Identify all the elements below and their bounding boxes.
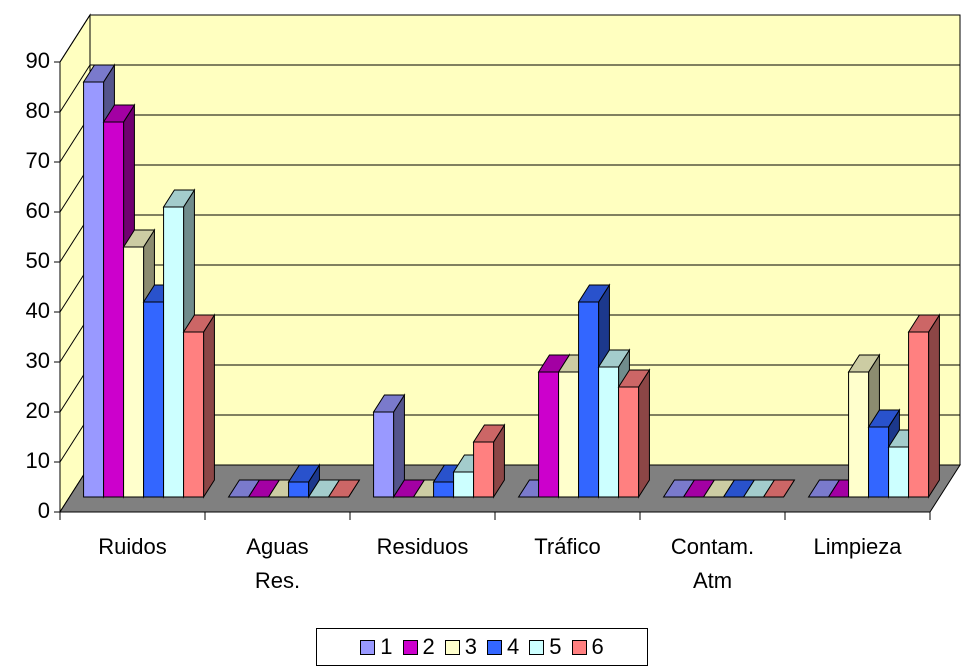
bar-side — [203, 313, 215, 499]
legend-swatch — [571, 639, 587, 655]
y-tick-label: 30 — [26, 348, 50, 373]
x-tick-label: Limpieza — [813, 534, 902, 559]
bar-top — [122, 229, 156, 248]
grid-line — [59, 64, 960, 113]
x-tick-label: Tráfico — [534, 534, 601, 559]
legend-item: 1 — [360, 634, 393, 660]
bar — [103, 121, 125, 498]
grid-line — [59, 14, 960, 63]
bar-top — [327, 479, 361, 498]
back-wall — [89, 14, 961, 466]
legend-item: 3 — [444, 634, 477, 660]
legend-item: 5 — [529, 634, 562, 660]
bar-top — [372, 394, 406, 413]
bar — [433, 481, 455, 498]
legend-label: 2 — [422, 634, 435, 659]
bar — [83, 81, 105, 498]
x-tick-label: Ruidos — [98, 534, 167, 559]
bar — [183, 331, 205, 498]
legend: 1 2 3 4 5 6 — [316, 628, 648, 666]
x-tick-label: Contam. Atm — [670, 534, 755, 593]
bar — [163, 206, 185, 498]
bar-top — [287, 464, 321, 483]
bar — [578, 301, 600, 498]
bar-side — [928, 313, 940, 499]
legend-item: 2 — [402, 634, 435, 660]
y-tick-label: 20 — [26, 398, 50, 423]
y-tick-label: 70 — [26, 148, 50, 173]
y-tick-label: 60 — [26, 198, 50, 223]
bar-top — [82, 64, 116, 83]
legend-swatch — [444, 639, 460, 655]
bar-top — [617, 369, 651, 388]
bar — [908, 331, 930, 498]
bar-top — [847, 354, 881, 373]
legend-swatch — [402, 639, 418, 655]
bar-top — [162, 189, 196, 208]
y-tick-label: 10 — [26, 448, 50, 473]
bar-top — [472, 424, 506, 443]
legend-label: 3 — [464, 634, 477, 659]
legend-label: 4 — [507, 634, 520, 659]
bar-side — [638, 368, 650, 499]
y-tick-label: 80 — [26, 98, 50, 123]
bar — [888, 446, 910, 498]
y-tick-label: 40 — [26, 298, 50, 323]
legend-swatch — [487, 639, 502, 655]
bar-top — [762, 479, 796, 498]
bar — [453, 471, 475, 498]
y-tick-label: 50 — [26, 248, 50, 273]
bar-top — [102, 104, 136, 123]
bar-top — [867, 409, 901, 428]
legend-swatch — [529, 639, 545, 655]
bar-top — [907, 314, 941, 333]
bar — [123, 246, 145, 498]
bar-top — [597, 349, 631, 368]
x-tick-label: Residuos — [376, 534, 469, 559]
legend-label: 6 — [591, 634, 604, 659]
legend-item: 4 — [487, 634, 519, 660]
y-tick-label: 0 — [38, 498, 50, 523]
bar — [848, 371, 870, 498]
legend-swatch — [360, 639, 376, 655]
y-tick-label: 90 — [26, 48, 50, 73]
bar — [473, 441, 495, 498]
legend-label: 5 — [549, 634, 562, 659]
legend-item: 6 — [571, 634, 604, 660]
bar — [598, 366, 620, 498]
bar — [288, 481, 310, 498]
bar — [618, 386, 640, 498]
x-tick-label: Aguas Res. — [246, 534, 309, 593]
bar — [538, 371, 560, 498]
bar-top — [577, 284, 611, 303]
bar — [868, 426, 890, 498]
legend-label: 1 — [380, 634, 393, 659]
bar — [558, 371, 580, 498]
bar — [373, 411, 395, 498]
bar — [143, 301, 165, 498]
bar-top — [182, 314, 216, 333]
